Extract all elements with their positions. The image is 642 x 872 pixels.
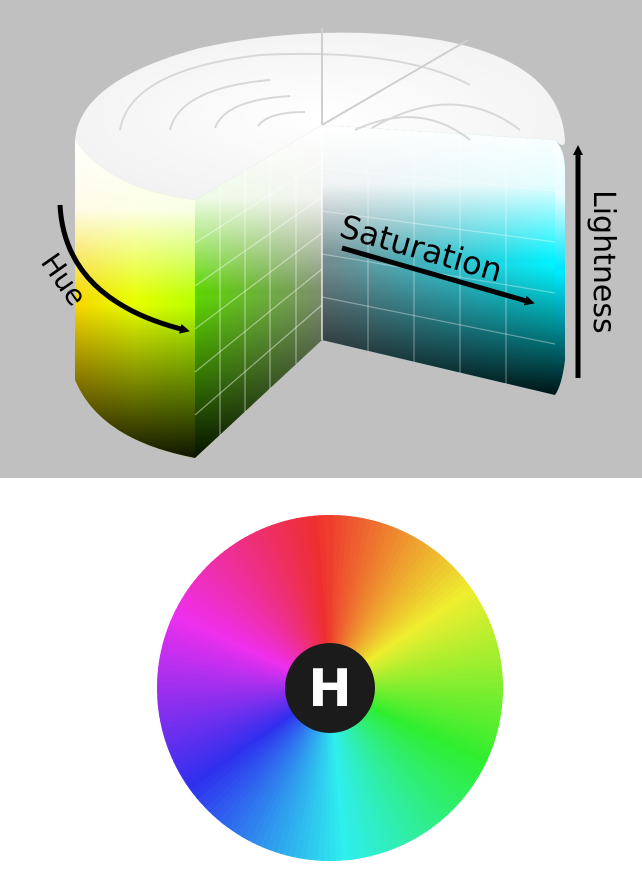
saturation-arrow: [341, 245, 535, 306]
hsl-cylinder-panel: Hue Saturation Lightness: [0, 0, 642, 478]
hue-center-label: H: [308, 659, 352, 719]
cylinder-cut-face-right: [321, 125, 556, 395]
cylinder-cut-face-left: [194, 125, 323, 458]
cylinder-top-face: [75, 28, 565, 200]
hue-wheel-panel: H: [0, 478, 642, 872]
hue-center-disc: [285, 643, 375, 733]
hsl-cylinder-diagram: Hue Saturation Lightness: [34, 28, 621, 458]
hue-arrow: [57, 204, 190, 334]
lightness-label: Lightness: [586, 190, 621, 334]
cylinder-outer-wall-right: [555, 140, 565, 395]
hue-wheel-diagram: H: [157, 515, 503, 861]
hue-wheel-segment: [323, 515, 334, 688]
cylinder-outer-wall-left: [75, 140, 195, 458]
